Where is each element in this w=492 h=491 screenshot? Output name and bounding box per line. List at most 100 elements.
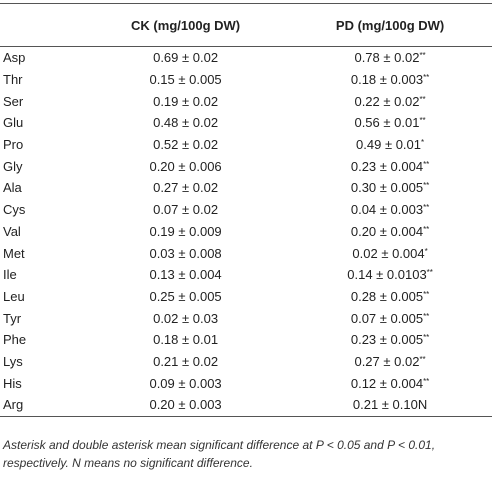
row-label: Val — [3, 223, 21, 239]
value-cell: 0.07 ± 0.02 — [83, 199, 288, 221]
significance-mark: ** — [423, 333, 430, 343]
value-cell: 0.19 ± 0.02 — [83, 90, 288, 112]
significance-mark: * — [421, 138, 425, 148]
cell-value: 0.19 ± 0.02 — [153, 93, 219, 109]
cell-value: 0.25 ± 0.005 — [149, 288, 222, 304]
value-cell: 0.30 ± 0.005** — [288, 177, 492, 199]
table-row: Asp 0.69 ± 0.02 0.78 ± 0.02** — [0, 47, 492, 69]
significance-mark: * — [424, 246, 428, 256]
value-cell: 0.20 ± 0.006 — [83, 155, 288, 177]
value-cell: 0.21 ± 0.02 — [83, 351, 288, 373]
value-cell: 0.03 ± 0.008 — [83, 242, 288, 264]
significance-mark: ** — [419, 94, 426, 104]
table-row: Arg 0.20 ± 0.003 0.21 ± 0.10N — [0, 394, 492, 417]
table-row: Glu 0.48 ± 0.02 0.56 ± 0.01** — [0, 112, 492, 134]
cell-value: 0.02 ± 0.03 — [153, 310, 219, 326]
row-label: Asp — [3, 50, 26, 66]
significance-mark: ** — [423, 203, 430, 213]
table-row: Leu 0.25 ± 0.005 0.28 ± 0.005** — [0, 286, 492, 308]
value-cell: 0.23 ± 0.005** — [288, 329, 492, 351]
cell-value: 0.23 ± 0.004 — [350, 158, 424, 174]
row-label: Tyr — [3, 310, 22, 326]
cell-value: 0.02 ± 0.004 — [352, 245, 425, 261]
significance-mark: ** — [419, 51, 426, 61]
significance-mark: ** — [419, 116, 426, 126]
table-row: Ile 0.13 ± 0.004 0.14 ± 0.0103** — [0, 264, 492, 286]
cell-value: 0.14 ± 0.0103 — [347, 267, 427, 283]
data-table: CK (mg/100g DW) PD (mg/100g DW) Asp 0.69 ±… — [0, 3, 492, 417]
significance-mark: ** — [423, 159, 430, 169]
row-label: Ser — [3, 93, 24, 109]
value-cell: 0.27 ± 0.02 — [83, 177, 288, 199]
row-label: Pro — [3, 137, 24, 153]
header-row: CK (mg/100g DW) PD (mg/100g DW) — [0, 3, 492, 47]
significance-mark: ** — [423, 376, 430, 386]
value-cell: 0.02 ± 0.03 — [83, 307, 288, 329]
cell-value: 0.20 ± 0.003 — [149, 397, 222, 413]
cell-value: 0.78 ± 0.02 — [354, 50, 420, 66]
significance-mark: ** — [419, 354, 426, 364]
cell-value: 0.23 ± 0.005 — [350, 332, 424, 348]
table-row: Met 0.03 ± 0.008 0.02 ± 0.004* — [0, 242, 492, 264]
row-label: Lys — [3, 353, 23, 369]
value-cell: 0.09 ± 0.003 — [83, 372, 288, 394]
value-cell: 0.22 ± 0.02** — [288, 90, 492, 112]
value-cell: 0.21 ± 0.10N — [288, 394, 492, 416]
significance-mark: ** — [423, 73, 430, 83]
cell-value: 0.15 ± 0.005 — [149, 72, 222, 88]
value-cell: 0.14 ± 0.0103** — [288, 264, 492, 286]
row-label: Glu — [3, 115, 24, 131]
cell-value: 0.13 ± 0.004 — [149, 267, 222, 283]
table-row: Ser 0.19 ± 0.02 0.22 ± 0.02** — [0, 90, 492, 112]
cell-value: 0.18 ± 0.003 — [350, 72, 424, 88]
value-cell: 0.13 ± 0.004 — [83, 264, 288, 286]
cell-value: 0.03 ± 0.008 — [149, 245, 222, 261]
significance-mark: ** — [426, 268, 433, 278]
table-row: Tyr 0.02 ± 0.03 0.07 ± 0.005** — [0, 307, 492, 329]
row-label: Met — [3, 245, 25, 261]
value-cell: 0.12 ± 0.004** — [288, 372, 492, 394]
value-cell: 0.20 ± 0.004** — [288, 221, 492, 243]
row-label: Arg — [3, 397, 24, 413]
table-row: Pro 0.52 ± 0.02 0.49 ± 0.01* — [0, 134, 492, 156]
cell-value: 0.09 ± 0.003 — [149, 375, 222, 391]
cell-value: 0.20 ± 0.004 — [350, 223, 424, 239]
value-cell: 0.20 ± 0.003 — [83, 394, 288, 416]
row-label: His — [3, 375, 22, 391]
cell-value: 0.12 ± 0.004 — [350, 375, 424, 391]
value-cell: 0.25 ± 0.005 — [83, 286, 288, 308]
table-row: Phe 0.18 ± 0.01 0.23 ± 0.005** — [0, 329, 492, 351]
header-cell: PD (mg/100g DW) — [335, 17, 445, 33]
cell-value: 0.19 ± 0.009 — [149, 223, 222, 239]
value-cell: 0.52 ± 0.02 — [83, 134, 288, 156]
cell-value: 0.07 ± 0.02 — [153, 202, 219, 218]
table-row: Gly 0.20 ± 0.006 0.23 ± 0.004** — [0, 155, 492, 177]
cell-value: 0.04 ± 0.003 — [350, 202, 424, 218]
cell-value: 0.69 ± 0.02 — [153, 50, 219, 66]
table-row: Thr 0.15 ± 0.005 0.18 ± 0.003** — [0, 69, 492, 91]
value-cell: 0.56 ± 0.01** — [288, 112, 492, 134]
value-cell: 0.48 ± 0.02 — [83, 112, 288, 134]
value-cell: 0.18 ± 0.01 — [83, 329, 288, 351]
value-cell: 0.27 ± 0.02** — [288, 351, 492, 373]
row-label: Thr — [3, 72, 23, 88]
value-cell: 0.02 ± 0.004* — [288, 242, 492, 264]
significance-mark: ** — [423, 311, 430, 321]
value-cell: 0.19 ± 0.009 — [83, 221, 288, 243]
value-cell: 0.04 ± 0.003** — [288, 199, 492, 221]
value-cell: 0.18 ± 0.003** — [288, 69, 492, 91]
cell-value: 0.49 ± 0.01 — [356, 137, 421, 153]
cell-value: 0.21 ± 0.10N — [352, 397, 428, 413]
row-label: Cys — [3, 202, 26, 218]
cell-value: 0.18 ± 0.01 — [153, 332, 219, 348]
cell-value: 0.27 ± 0.02 — [354, 353, 420, 369]
value-cell: 0.69 ± 0.02 — [83, 47, 288, 69]
cell-value: 0.30 ± 0.005 — [350, 180, 424, 196]
table-row: Val 0.19 ± 0.009 0.20 ± 0.004** — [0, 221, 492, 243]
significance-mark: ** — [423, 289, 430, 299]
header-cell — [0, 4, 83, 47]
cell-value: 0.21 ± 0.02 — [153, 353, 219, 369]
value-cell: 0.07 ± 0.005** — [288, 307, 492, 329]
value-cell: 0.28 ± 0.005** — [288, 286, 492, 308]
